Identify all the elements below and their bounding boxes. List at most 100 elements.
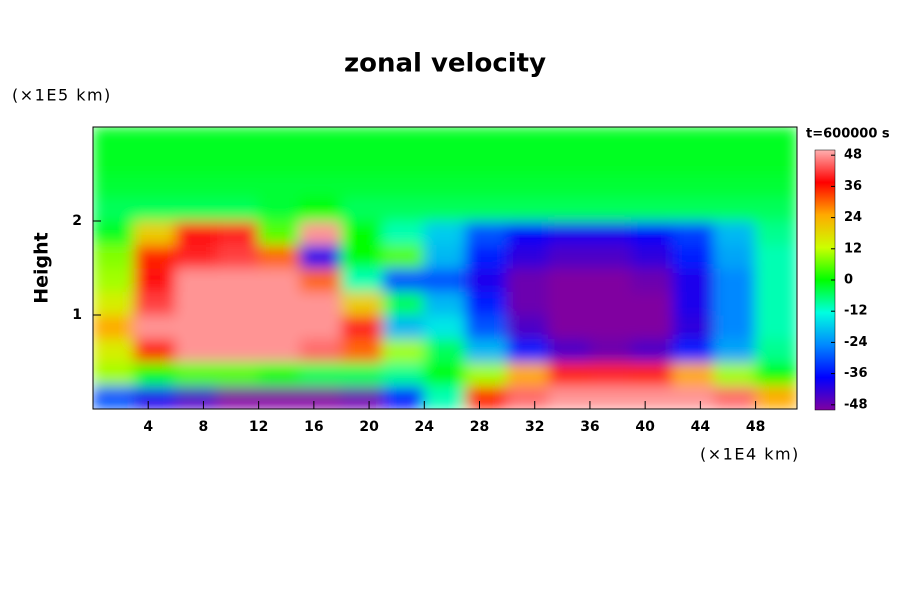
x-tick-label: 12 (249, 419, 268, 435)
cell (506, 291, 550, 316)
cell (175, 244, 218, 269)
cell (713, 385, 757, 409)
cell (258, 197, 301, 222)
cell (506, 220, 550, 245)
x-unit: (×1E4 km) (700, 445, 800, 464)
cell (93, 338, 135, 363)
cell (258, 338, 301, 363)
cell (216, 150, 260, 175)
cell (713, 267, 757, 292)
cell (382, 244, 425, 269)
cell (216, 291, 260, 316)
cell (589, 127, 632, 151)
cell (465, 361, 508, 386)
cell (630, 150, 674, 175)
cell (175, 127, 218, 151)
cell (340, 244, 384, 269)
cell (589, 173, 632, 198)
cell (340, 338, 384, 363)
cell (630, 244, 674, 269)
cell (93, 244, 135, 269)
cell (589, 361, 632, 386)
cell (382, 338, 425, 363)
cell (382, 267, 425, 292)
cell (258, 385, 301, 409)
cell (216, 244, 260, 269)
x-tick-label: 16 (304, 419, 323, 435)
cell (589, 197, 632, 222)
cell (589, 338, 632, 363)
cell (299, 314, 342, 339)
cell (589, 267, 632, 292)
cell (382, 220, 425, 245)
cell (340, 173, 384, 198)
cell (506, 267, 550, 292)
cell (755, 173, 797, 198)
cell (548, 361, 591, 386)
cell (713, 338, 757, 363)
cell (299, 267, 342, 292)
cell (382, 385, 425, 409)
colorbar-tick-label: -36 (844, 366, 868, 381)
cell (672, 338, 715, 363)
cell (465, 127, 508, 151)
cell (423, 291, 467, 316)
plot-frame (92, 126, 798, 410)
cell (755, 197, 797, 222)
cell (755, 150, 797, 175)
cell (713, 150, 757, 175)
cell (93, 314, 135, 339)
cell (672, 220, 715, 245)
y-tick-label: 2 (72, 213, 82, 229)
cell (672, 244, 715, 269)
cell (672, 267, 715, 292)
cell (672, 291, 715, 316)
cell (175, 314, 218, 339)
cell (755, 314, 797, 339)
cell (672, 361, 715, 386)
cell (465, 150, 508, 175)
cell (548, 127, 591, 151)
cell (133, 127, 177, 151)
cell (465, 291, 508, 316)
cell (506, 314, 550, 339)
cell (340, 267, 384, 292)
cell (340, 220, 384, 245)
cell (133, 291, 177, 316)
cell (506, 244, 550, 269)
cell (216, 361, 260, 386)
cell (175, 173, 218, 198)
cell (713, 361, 757, 386)
cell (506, 197, 550, 222)
cell (506, 385, 550, 409)
cell (630, 173, 674, 198)
cell (630, 267, 674, 292)
cell (216, 220, 260, 245)
cell (133, 197, 177, 222)
cell (548, 314, 591, 339)
cell (465, 267, 508, 292)
cell (340, 150, 384, 175)
y-unit: (×1E5 km) (12, 86, 112, 105)
cell (93, 197, 135, 222)
cell (133, 385, 177, 409)
heatmap (93, 127, 797, 409)
cell (340, 385, 384, 409)
cell (299, 220, 342, 245)
cell (93, 127, 135, 151)
cell (423, 267, 467, 292)
x-tick-label: 28 (470, 419, 489, 435)
colorbar-tick-label: 12 (844, 241, 862, 256)
x-tick-label: 40 (635, 419, 655, 435)
cell (630, 385, 674, 409)
cell (423, 150, 467, 175)
cell (382, 127, 425, 151)
cell (299, 244, 342, 269)
cell (672, 127, 715, 151)
cell (258, 173, 301, 198)
cell (175, 267, 218, 292)
x-tick-label: 4 (143, 419, 153, 435)
colorbar-tick-label: -24 (844, 335, 868, 350)
cell (382, 314, 425, 339)
